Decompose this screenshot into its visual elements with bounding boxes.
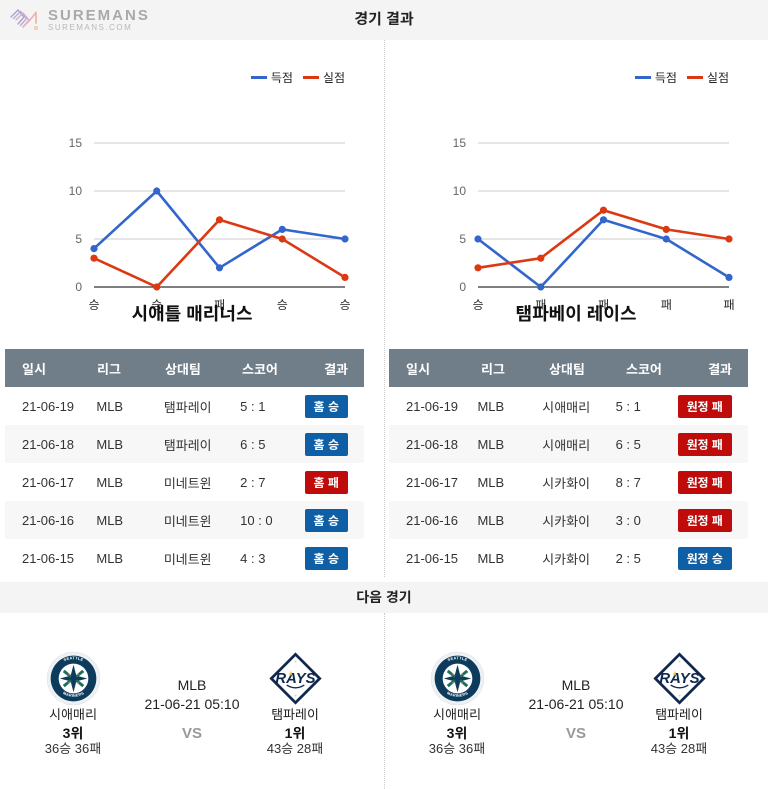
svg-text:5: 5	[75, 232, 82, 246]
svg-text:0: 0	[459, 280, 466, 294]
svg-text:0: 0	[75, 280, 82, 294]
svg-text:15: 15	[453, 136, 467, 150]
svg-text:10: 10	[453, 184, 467, 198]
svg-text:RAYS: RAYS	[659, 671, 699, 687]
svg-text:5: 5	[459, 232, 466, 246]
svg-text:10: 10	[69, 184, 83, 198]
svg-text:RAYS: RAYS	[275, 671, 315, 687]
svg-text:15: 15	[69, 136, 83, 150]
